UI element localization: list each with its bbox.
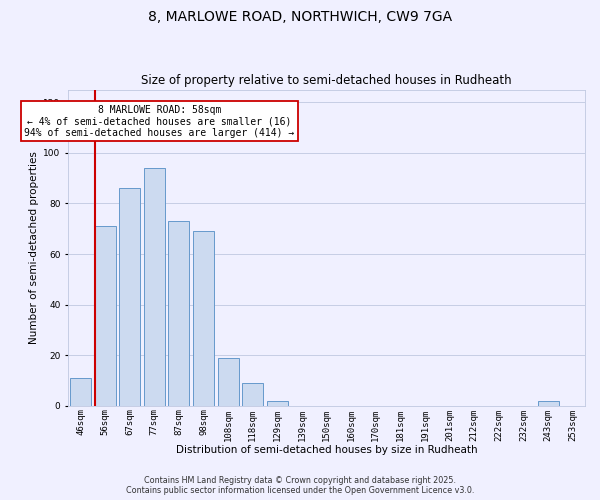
Bar — [144, 168, 165, 406]
Text: Contains HM Land Registry data © Crown copyright and database right 2025.
Contai: Contains HM Land Registry data © Crown c… — [126, 476, 474, 495]
Text: 8 MARLOWE ROAD: 58sqm
← 4% of semi-detached houses are smaller (16)
94% of semi-: 8 MARLOWE ROAD: 58sqm ← 4% of semi-detac… — [24, 104, 295, 138]
Title: Size of property relative to semi-detached houses in Rudheath: Size of property relative to semi-detach… — [141, 74, 512, 87]
Y-axis label: Number of semi-detached properties: Number of semi-detached properties — [29, 151, 39, 344]
X-axis label: Distribution of semi-detached houses by size in Rudheath: Distribution of semi-detached houses by … — [176, 445, 478, 455]
Bar — [193, 231, 214, 406]
Bar — [119, 188, 140, 406]
Bar — [169, 221, 190, 406]
Bar — [70, 378, 91, 406]
Bar — [95, 226, 116, 406]
Bar — [242, 383, 263, 406]
Bar — [218, 358, 239, 406]
Bar — [267, 400, 288, 406]
Text: 8, MARLOWE ROAD, NORTHWICH, CW9 7GA: 8, MARLOWE ROAD, NORTHWICH, CW9 7GA — [148, 10, 452, 24]
Bar — [538, 400, 559, 406]
